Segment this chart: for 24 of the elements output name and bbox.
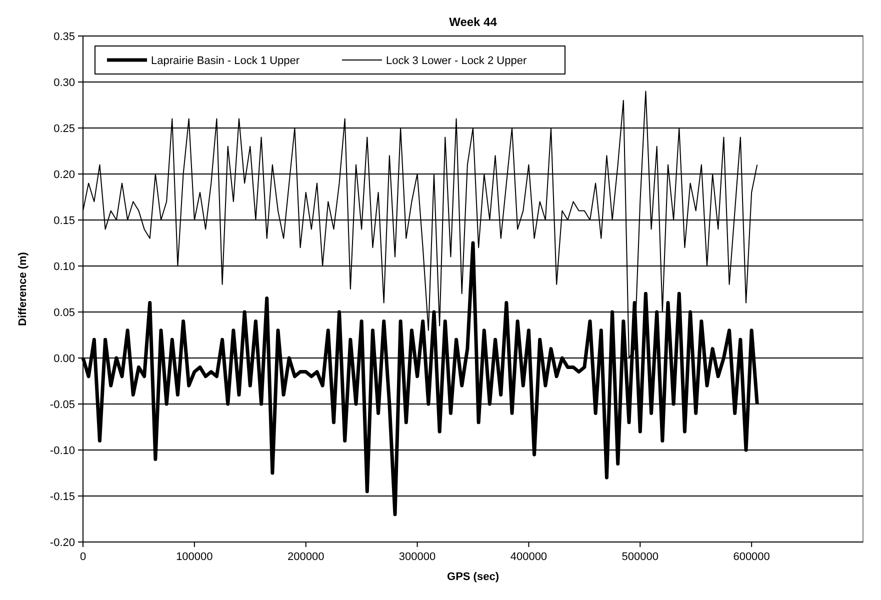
legend-label: Laprairie Basin - Lock 1 Upper	[151, 54, 300, 67]
x-tick-label: 400000	[510, 551, 548, 563]
legend-label: Lock 3 Lower - Lock 2 Upper	[386, 54, 527, 67]
y-tick-label: 0.05	[54, 306, 75, 319]
y-axis-title: Difference (m)	[17, 252, 29, 326]
x-tick-label: 100000	[176, 551, 213, 563]
y-tick-label: 0.15	[54, 214, 75, 227]
y-tick-label: -0.05	[50, 398, 75, 411]
x-tick-label: 500000	[622, 551, 658, 563]
x-tick-label: 0	[80, 551, 86, 563]
y-tick-label: 0.25	[54, 122, 75, 135]
y-tick-label: 0.35	[54, 30, 75, 43]
y-tick-label: 0.30	[54, 76, 75, 89]
y-tick-label: -0.15	[50, 490, 75, 503]
x-tick-label: 300000	[398, 551, 436, 563]
y-tick-label: 0.00	[54, 352, 75, 365]
y-tick-label: 0.10	[54, 260, 75, 273]
y-tick-label: 0.20	[54, 168, 75, 181]
x-axis-title: GPS (sec)	[447, 571, 500, 583]
y-tick-label: -0.10	[50, 444, 75, 457]
chart-title: Week 44	[449, 15, 498, 29]
x-tick-label: 200000	[288, 551, 324, 563]
x-tick-label: 600000	[733, 551, 770, 563]
y-tick-label: -0.20	[50, 536, 75, 549]
